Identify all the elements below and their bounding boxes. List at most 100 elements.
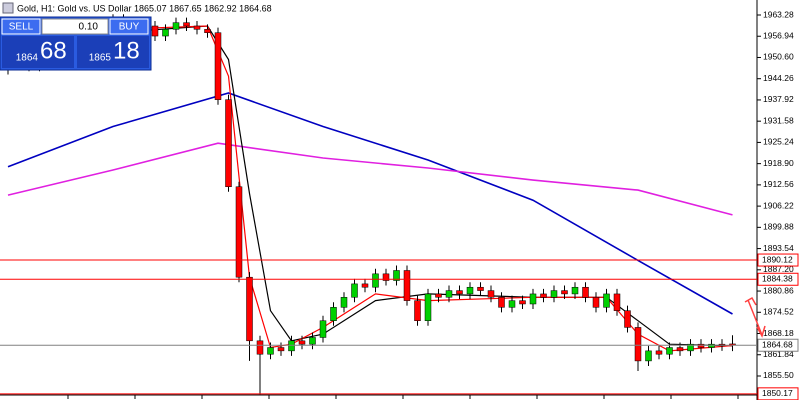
candle-body [666, 347, 673, 355]
buy-price-box[interactable] [77, 36, 149, 68]
candle-body [592, 297, 600, 308]
candle-body [687, 343, 694, 352]
price-level-label: 1850.17 [762, 388, 793, 398]
candle-body [529, 293, 537, 305]
candle-body [183, 22, 190, 27]
chart-icon [2, 2, 14, 14]
price-level-label: 1884.38 [762, 274, 793, 284]
buy-label[interactable]: BUY [119, 22, 140, 33]
candle-body [645, 350, 652, 362]
y-tick-label: 1887.20 [763, 264, 794, 274]
candle-body [172, 22, 180, 30]
candle-body [445, 290, 453, 298]
candle-body [466, 286, 474, 295]
candle-body [655, 350, 663, 355]
buy-prefix[interactable]: 1865 [89, 53, 112, 64]
candle-body [624, 310, 631, 328]
y-tick-label: 1963.28 [763, 9, 794, 19]
candle-body [540, 293, 547, 298]
sell-prefix[interactable]: 1864 [16, 53, 39, 64]
candle-body [361, 283, 369, 288]
price-level-box [757, 272, 799, 286]
candle-body [214, 32, 222, 100]
candle-body [151, 25, 159, 37]
candle-body [246, 276, 253, 342]
y-tick-label: 1925.24 [763, 137, 794, 147]
volume-field[interactable] [41, 18, 109, 35]
sell-price-box[interactable] [2, 36, 74, 68]
candle-body [676, 347, 684, 352]
candle-body [603, 293, 610, 308]
y-tick-label: 1893.54 [763, 243, 794, 253]
candle-body [456, 290, 463, 295]
y-tick-label: 1861.84 [763, 349, 794, 359]
sell-pips[interactable]: 68 [40, 37, 67, 64]
candle-body [288, 340, 295, 352]
candle-body [372, 273, 379, 288]
y-tick-label: 1950.60 [763, 52, 794, 62]
candle-body [613, 293, 621, 311]
price-level-box [757, 338, 799, 352]
trade-panel: SELL 0.10 BUY 1864 68 1865 18 [0, 16, 152, 71]
candle-body [561, 290, 568, 295]
candle-body [351, 283, 358, 298]
candle-body [162, 29, 169, 37]
y-tick-label: 1899.88 [763, 222, 794, 232]
candle-body [382, 273, 390, 281]
candle-body [403, 270, 411, 301]
candle-body [193, 25, 201, 30]
y-tick-label: 1944.26 [763, 73, 794, 83]
volume[interactable]: 0.10 [79, 22, 99, 33]
price-level-label: 1890.12 [762, 254, 793, 264]
arrow-annotation [744, 296, 766, 338]
candle-body [424, 293, 432, 321]
y-tick-label: 1906.22 [763, 200, 794, 210]
price-level-label: 1864.68 [762, 339, 793, 349]
candle-body [340, 297, 348, 308]
buy-pips[interactable]: 18 [113, 37, 140, 64]
candle-body [697, 343, 705, 348]
candle-body [267, 347, 274, 355]
y-tick-label: 1956.94 [763, 30, 794, 40]
y-tick-label: 1912.56 [763, 179, 794, 189]
candle-body [519, 300, 526, 305]
y-tick-label: 1880.86 [763, 285, 794, 295]
y-tick-label: 1874.52 [763, 307, 794, 317]
candle-body [225, 99, 232, 188]
candle-body [414, 300, 421, 321]
candle-body [634, 327, 642, 362]
candle-body [435, 293, 442, 298]
candle-body [298, 340, 306, 345]
sell-button[interactable] [1, 18, 41, 35]
candle-body [256, 340, 264, 355]
candle-body [330, 307, 337, 321]
candle-body [498, 297, 505, 308]
candle-body [277, 347, 285, 352]
buy-button[interactable] [109, 18, 149, 35]
indicator-line [7, 92, 733, 315]
chart-title: Gold, H1: Gold vs. US Dollar 1865.07 186… [17, 3, 272, 13]
y-tick-label: 1931.58 [763, 115, 794, 125]
candle-body [582, 286, 589, 298]
y-tick-label: 1855.50 [763, 370, 794, 380]
y-tick-label: 1918.90 [763, 158, 794, 168]
indicator-line [7, 142, 733, 216]
candle-body [319, 320, 327, 338]
candle-body [204, 29, 211, 33]
candle-body [477, 286, 484, 291]
candle-body [309, 337, 316, 345]
candle-body [508, 300, 516, 308]
y-tick-label: 1937.92 [763, 94, 794, 104]
candle-body [235, 186, 243, 278]
candle-body [393, 270, 400, 281]
price-level-box [757, 253, 799, 267]
sell-label[interactable]: SELL [9, 22, 34, 33]
candle-body [487, 290, 495, 298]
y-tick-label: 1868.18 [763, 328, 794, 338]
candle-body [571, 286, 579, 295]
candle-body [550, 290, 558, 298]
candle-body [708, 343, 715, 348]
header: Gold, H1: Gold vs. US Dollar 1865.07 186… [2, 2, 272, 14]
